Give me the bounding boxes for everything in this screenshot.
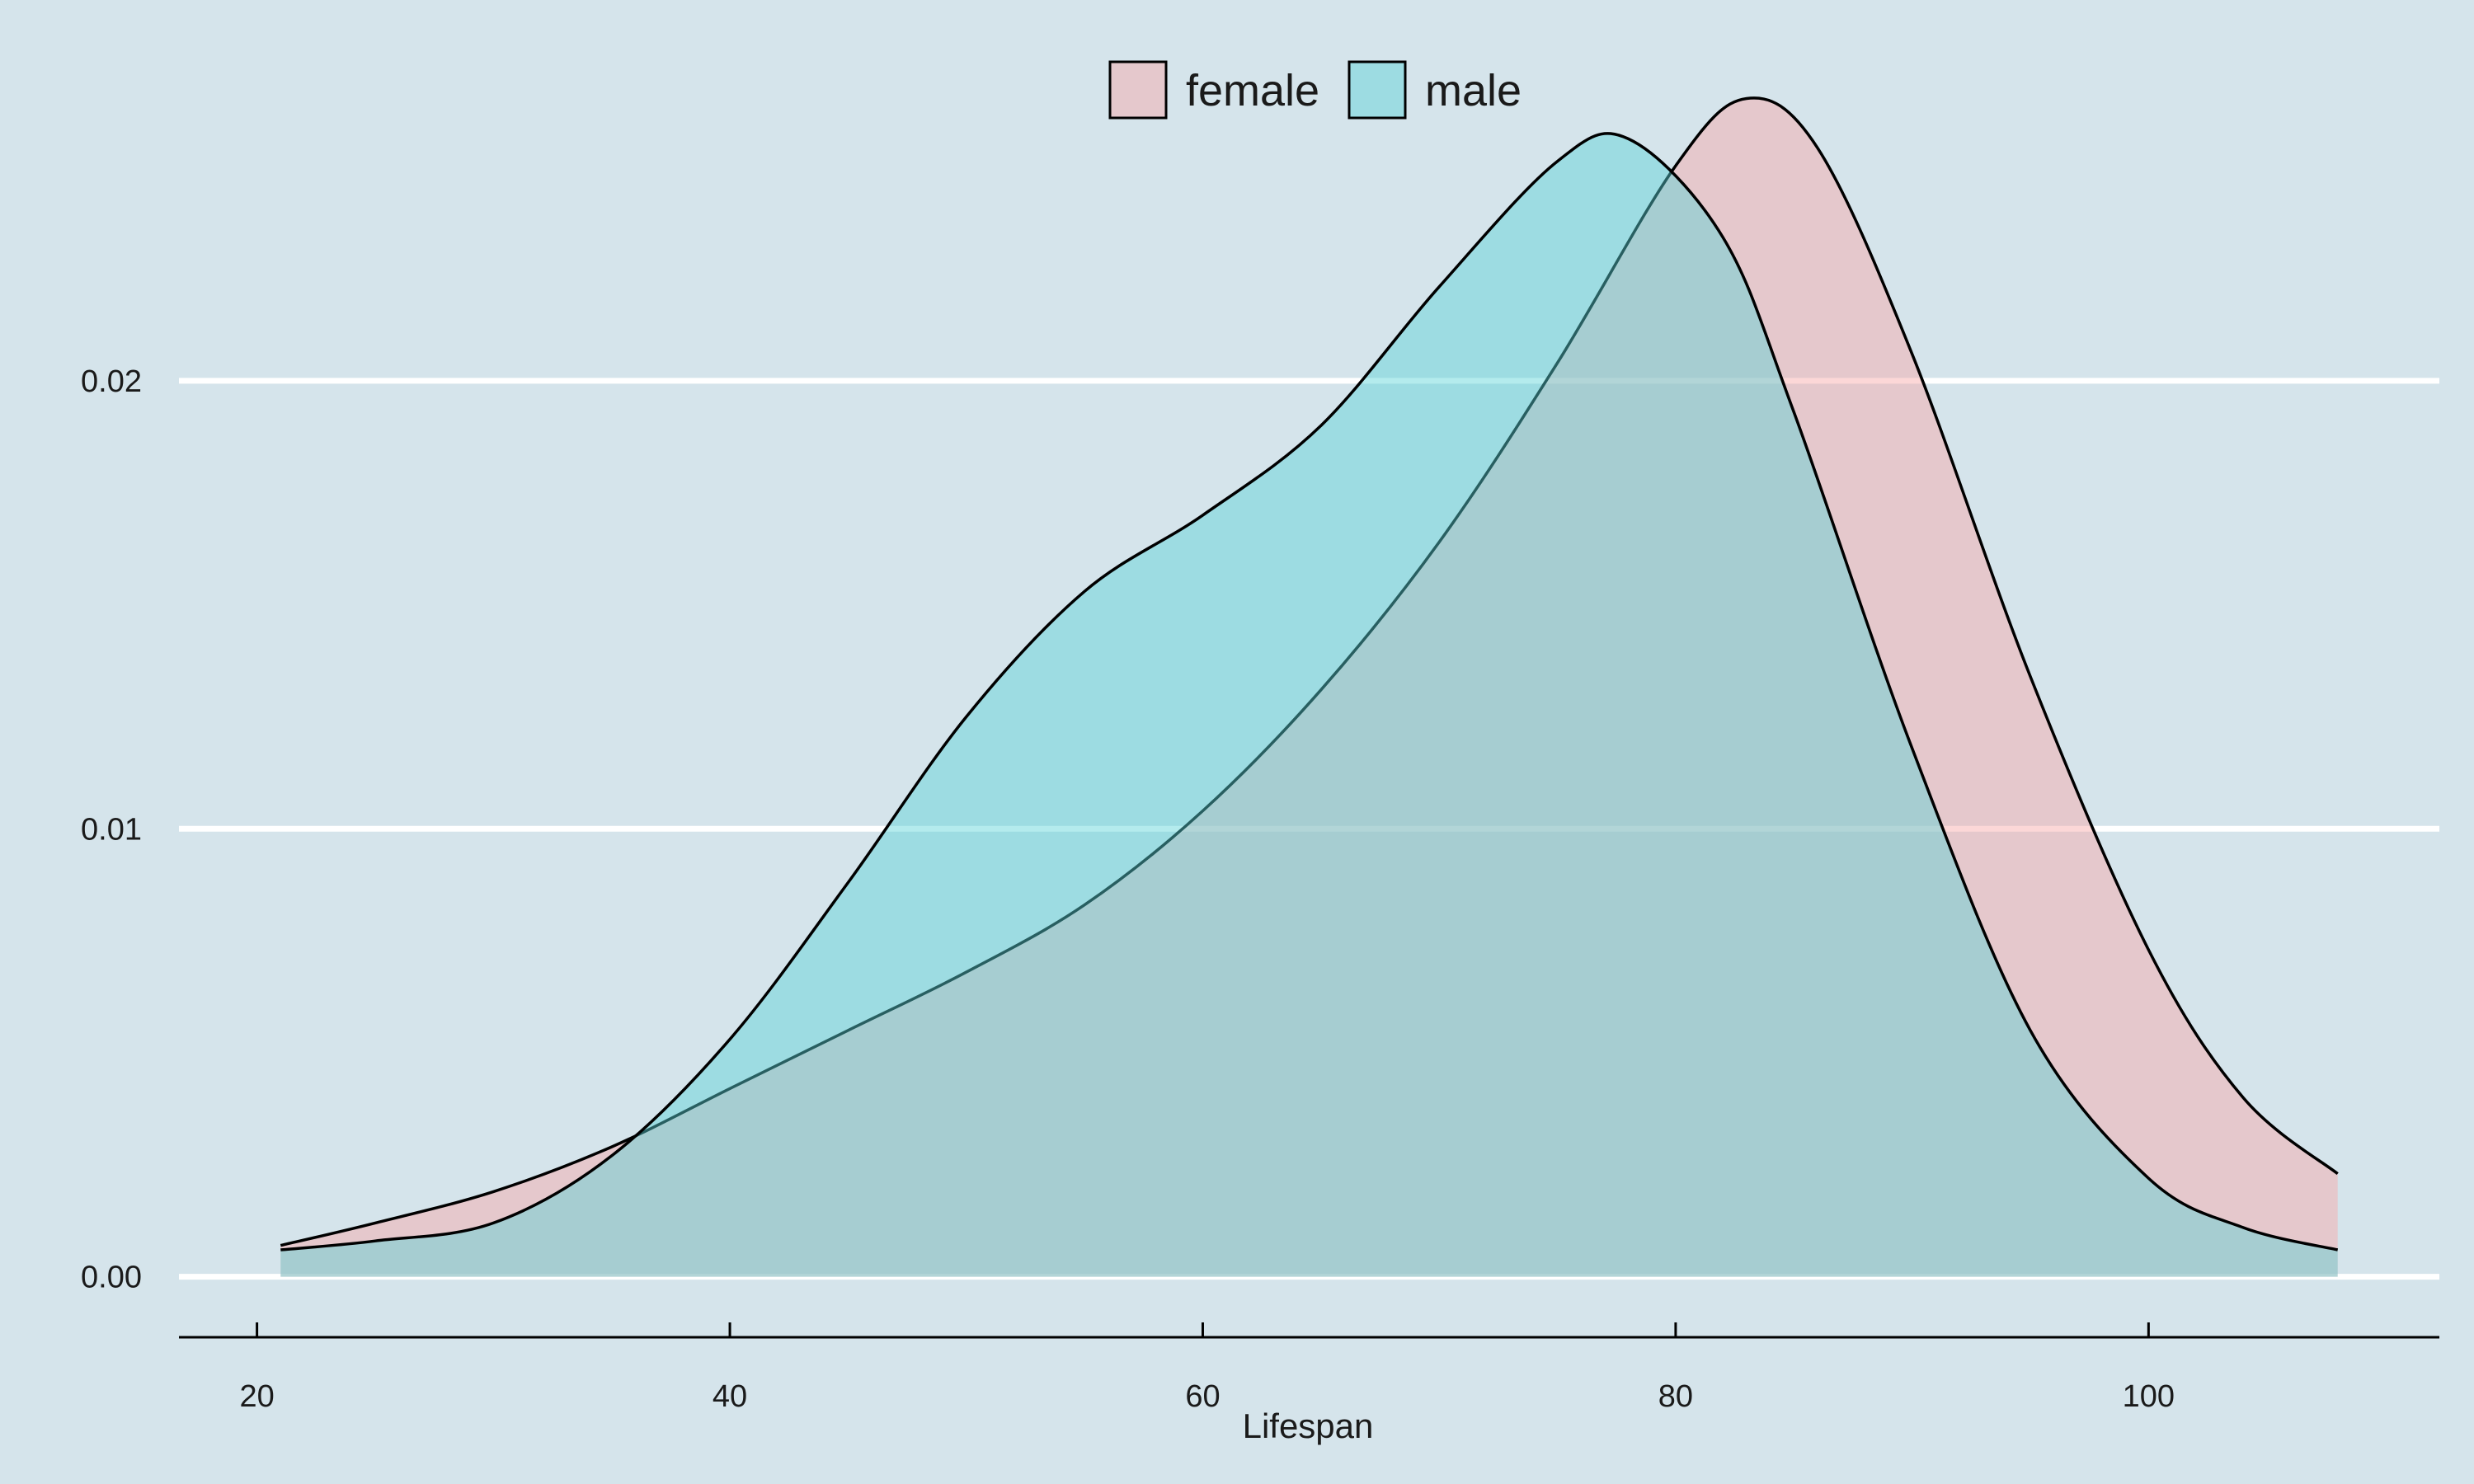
legend-swatch-bg-male — [1349, 62, 1405, 118]
density-curve-female — [280, 96, 2339, 1247]
x-tick-label: 20 — [239, 1379, 274, 1414]
legend-label-female: female — [1186, 66, 1319, 115]
y-axis-ticks: 0.00 0.01 0.02 — [81, 364, 142, 1295]
x-axis-title: Lifespan — [1243, 1407, 1374, 1445]
x-tick-label: 100 — [2123, 1379, 2175, 1414]
legend-swatch-male — [1348, 60, 1407, 120]
legend: female male — [1108, 60, 1522, 120]
legend-swatch-female — [1108, 60, 1168, 120]
y-tick-label: 0.01 — [81, 812, 142, 847]
y-tick-label: 0.00 — [81, 1261, 142, 1295]
x-tick-label: 80 — [1658, 1379, 1693, 1414]
density-curve-male — [280, 132, 2339, 1252]
x-tick-label: 40 — [713, 1379, 747, 1414]
legend-swatch-bg-female — [1110, 62, 1166, 118]
gridlines — [179, 378, 2439, 1280]
legend-label-male: male — [1425, 66, 1522, 115]
x-axis: 20 40 60 80 100 — [179, 1322, 2439, 1414]
density-areas — [280, 96, 2339, 1277]
x-tick-label: 60 — [1185, 1379, 1220, 1414]
density-area-male — [280, 133, 2338, 1277]
density-area-female — [280, 97, 2338, 1277]
y-tick-label: 0.02 — [81, 364, 142, 399]
